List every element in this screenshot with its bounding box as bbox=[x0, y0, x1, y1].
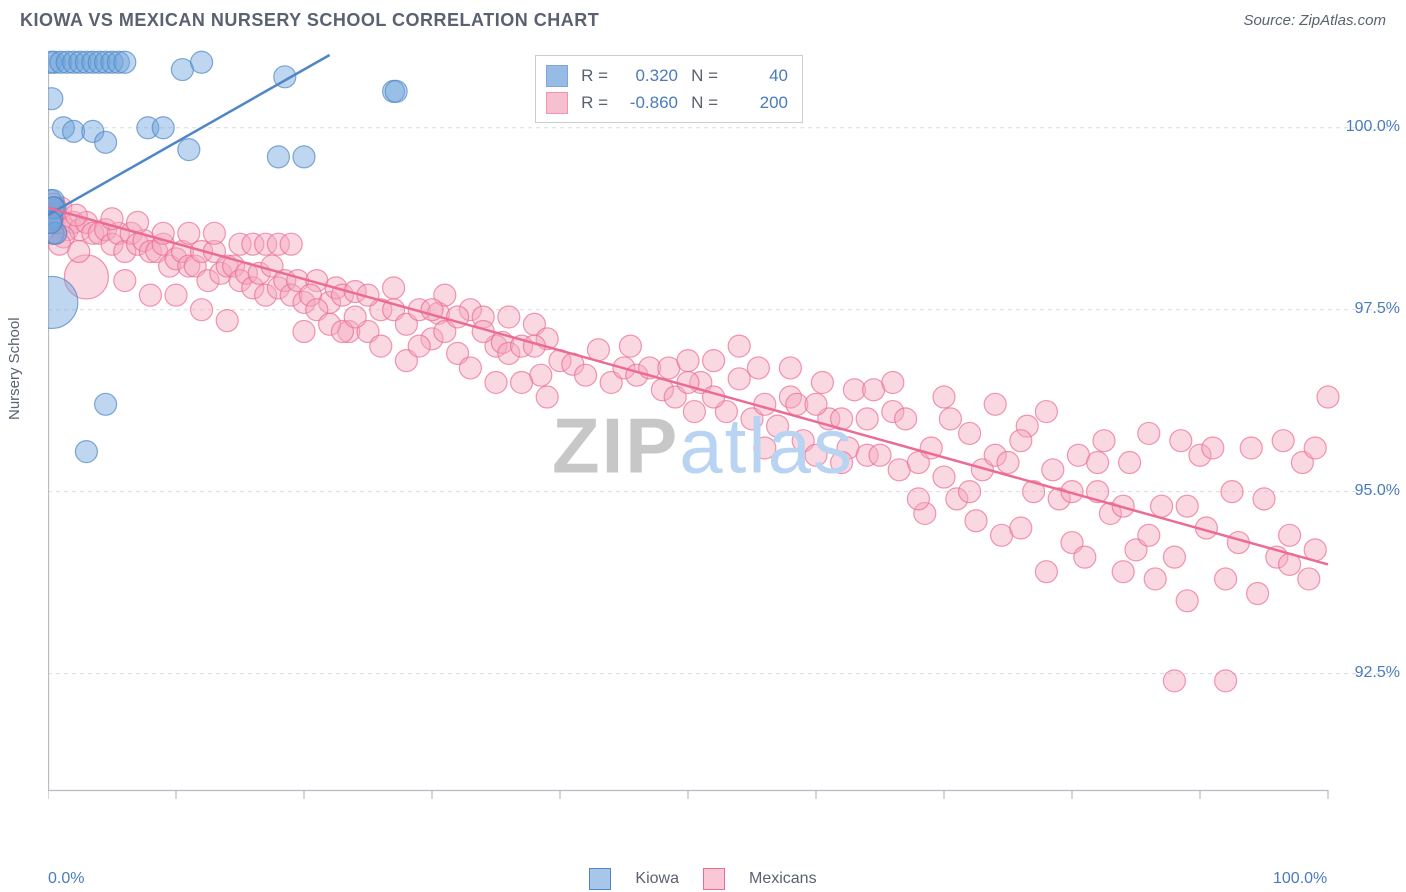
kiowa-swatch bbox=[546, 65, 568, 87]
correlation-stats-box: R = 0.320 N = 40 R = -0.860 N = 200 bbox=[535, 55, 803, 123]
stats-row-kiowa: R = 0.320 N = 40 bbox=[546, 62, 788, 89]
mexicans-r-value: -0.860 bbox=[618, 89, 678, 116]
chart-source: Source: ZipAtlas.com bbox=[1243, 12, 1386, 29]
y-axis-label: Nursery School bbox=[6, 317, 23, 420]
kiowa-r-value: 0.320 bbox=[618, 62, 678, 89]
ytick-label: 97.5% bbox=[1355, 300, 1400, 318]
ytick-label: 92.5% bbox=[1355, 664, 1400, 682]
stat-label-n: N = bbox=[688, 62, 718, 89]
stats-row-mexicans: R = -0.860 N = 200 bbox=[546, 89, 788, 116]
bottom-legend: Kiowa Mexicans bbox=[0, 868, 1406, 890]
ytick-label: 100.0% bbox=[1346, 118, 1400, 136]
stat-label-r: R = bbox=[578, 89, 608, 116]
stat-label-n: N = bbox=[688, 89, 718, 116]
kiowa-n-value: 40 bbox=[728, 62, 788, 89]
legend-label-kiowa: Kiowa bbox=[635, 870, 679, 888]
legend-swatch-mexicans bbox=[703, 868, 725, 890]
stat-label-r: R = bbox=[578, 62, 608, 89]
chart-header: KIOWA VS MEXICAN NURSERY SCHOOL CORRELAT… bbox=[0, 0, 1406, 36]
chart-plot-area bbox=[48, 50, 1388, 820]
legend-swatch-kiowa bbox=[589, 868, 611, 890]
legend-label-mexicans: Mexicans bbox=[749, 870, 817, 888]
ytick-label: 95.0% bbox=[1355, 482, 1400, 500]
mexicans-swatch bbox=[546, 92, 568, 114]
mexicans-n-value: 200 bbox=[728, 89, 788, 116]
chart-svg bbox=[48, 50, 1388, 820]
chart-title: KIOWA VS MEXICAN NURSERY SCHOOL CORRELAT… bbox=[20, 10, 599, 31]
